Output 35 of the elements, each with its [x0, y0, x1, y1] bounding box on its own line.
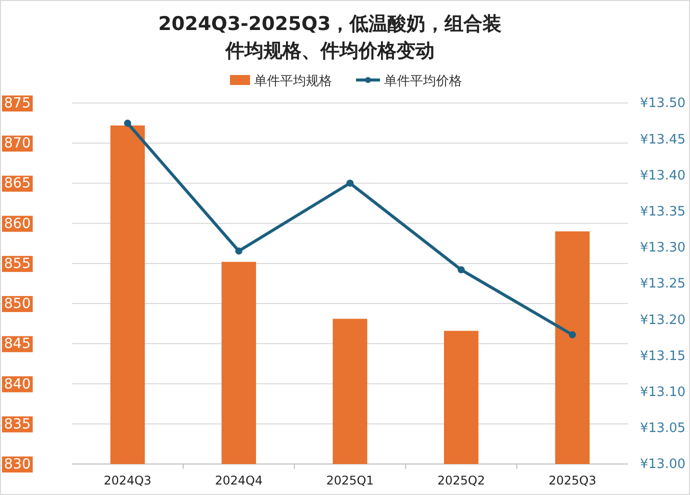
- point: [458, 266, 465, 274]
- point: [346, 180, 354, 187]
- y-tick-label: 855: [4, 256, 31, 272]
- x-tick-label: 2025Q2: [437, 474, 486, 488]
- chart-subtitle: 件均规格、件均价格变动: [224, 40, 434, 62]
- y2-tick-label: ¥13.35: [640, 204, 686, 220]
- y2-tick-label: ¥13.50: [640, 96, 686, 112]
- y-tick-label: 870: [4, 136, 31, 152]
- y-tick-label: 835: [4, 416, 31, 432]
- x-tick-label: 2024Q3: [104, 474, 152, 488]
- y-tick-label: 860: [4, 216, 31, 232]
- y2-tick-label: ¥13.10: [640, 384, 686, 400]
- y2-tick-label: ¥13.00: [640, 457, 686, 472]
- point: [235, 247, 242, 255]
- point: [568, 331, 576, 338]
- y-tick-label: 845: [4, 336, 31, 352]
- y2-tick-label: ¥13.30: [640, 240, 686, 256]
- legend-label: 单件平均规格: [254, 74, 332, 89]
- y2-tick-label: ¥13.15: [640, 348, 686, 364]
- x-tick-label: 2024Q4: [214, 474, 263, 488]
- y2-tick-label: ¥13.20: [640, 312, 686, 328]
- x-tick-label: 2025Q1: [326, 474, 374, 488]
- y2-tick-label: ¥13.05: [640, 421, 686, 436]
- y-tick-label: 830: [4, 456, 31, 472]
- legend-label: 单件平均价格: [384, 74, 462, 89]
- x-tick-label: 2025Q3: [548, 474, 596, 488]
- point: [124, 120, 132, 127]
- y-tick-label: 840: [4, 376, 31, 392]
- y2-tick-label: ¥13.25: [640, 276, 686, 292]
- y-tick-label: 875: [4, 95, 31, 112]
- y2-tick-label: ¥13.40: [640, 168, 686, 184]
- y-tick-label: 865: [4, 176, 31, 192]
- chart-title: 2024Q3-2025Q3，低温酸奶，组合装: [158, 13, 502, 35]
- y2-tick-label: ¥13.45: [640, 132, 686, 148]
- y-tick-label: 850: [4, 296, 31, 312]
